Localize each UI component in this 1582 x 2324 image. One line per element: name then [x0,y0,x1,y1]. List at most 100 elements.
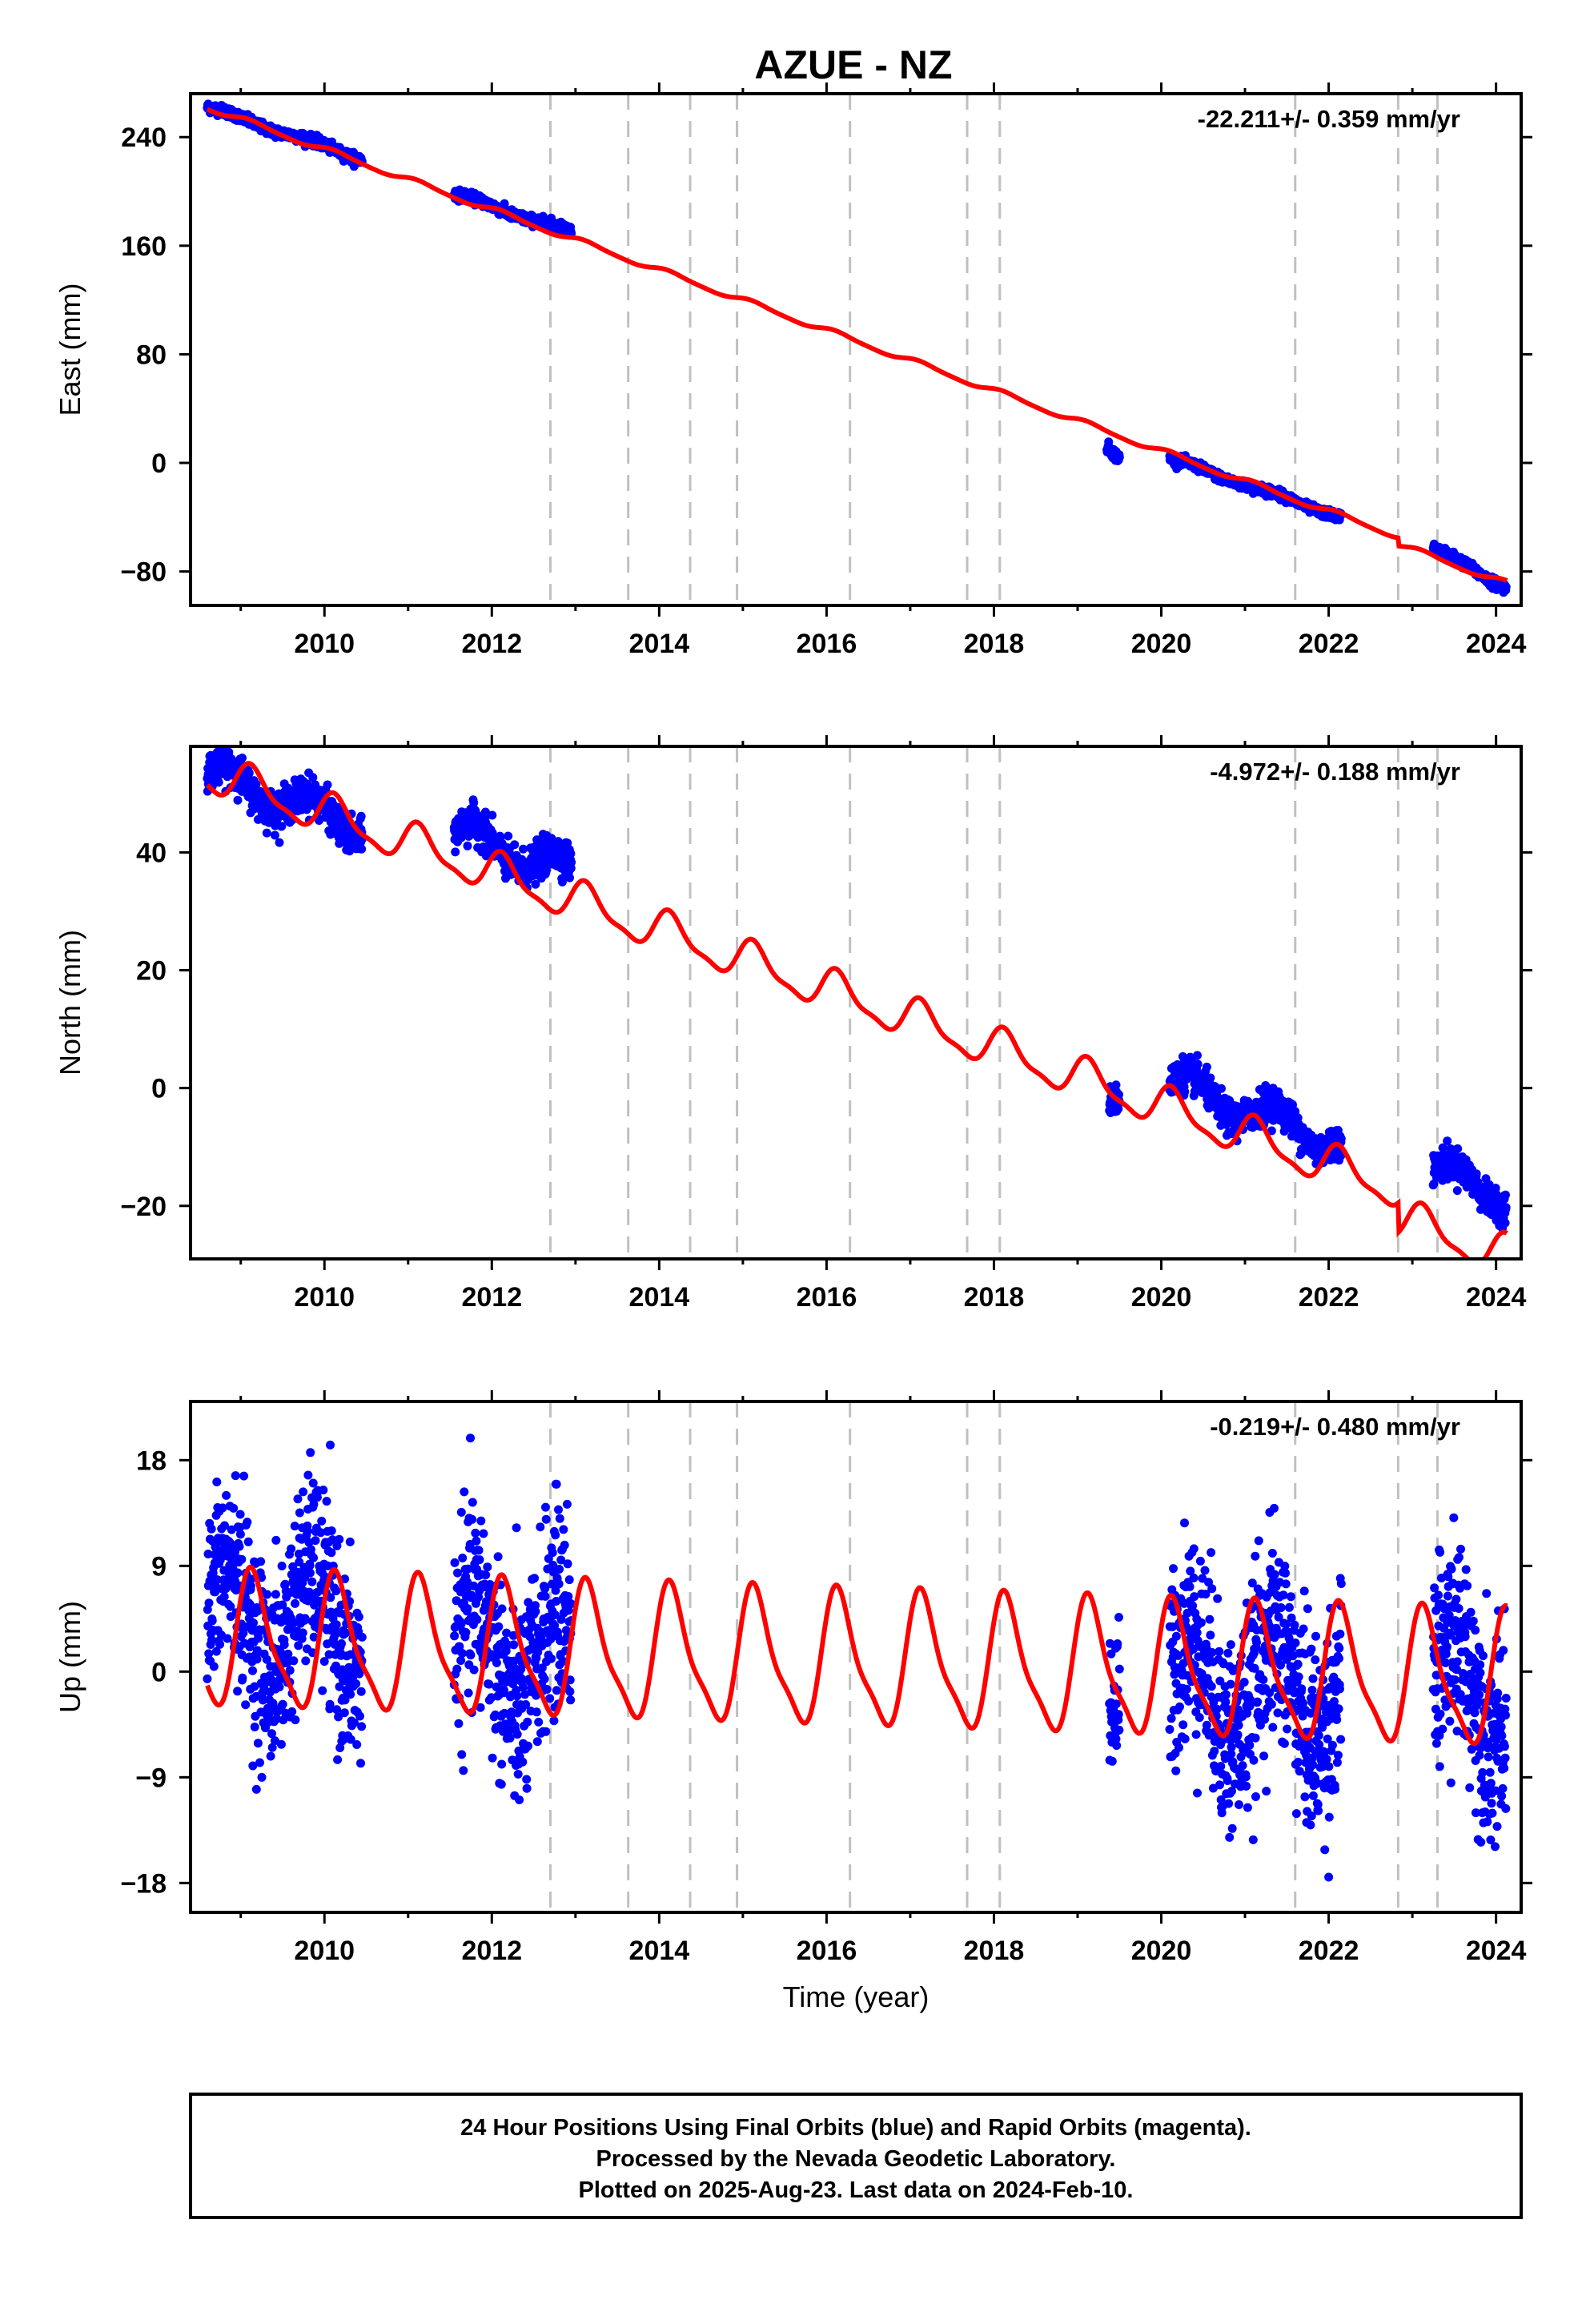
data-point [298,1628,307,1638]
x-tick-label: 2012 [461,629,522,659]
data-point [238,1673,247,1683]
data-point [456,1619,466,1629]
data-point [466,1433,475,1443]
data-point [454,1719,464,1728]
data-point [524,1741,532,1751]
data-point [219,1592,229,1602]
data-point [463,1604,472,1614]
data-point [238,754,247,762]
data-point [223,1634,232,1643]
data-point [214,778,223,787]
data-point [466,1651,476,1660]
data-point [262,828,271,838]
data-point [327,1548,336,1558]
data-point [532,1707,541,1717]
data-point [213,1575,222,1585]
data-point [346,1735,355,1744]
data-point [1217,1084,1226,1093]
data-point [251,1784,261,1794]
data-point [521,1700,531,1709]
data-point [472,1614,482,1624]
data-point [1501,582,1511,592]
data-point [244,768,254,778]
data-point [350,1718,359,1727]
data-point [463,841,472,850]
data-point [226,1602,235,1611]
data-point [357,1632,367,1642]
data-point [453,1568,462,1578]
data-point [218,1503,227,1513]
data-point [450,1631,460,1641]
data-point [220,1521,229,1530]
data-point [502,1628,512,1638]
data-point [1178,1720,1188,1730]
data-point [497,1759,507,1769]
data-point [518,1757,528,1767]
data-point [566,849,576,858]
data-point [565,1687,575,1696]
data-point [563,1559,572,1569]
data-point [356,1687,366,1696]
data-point [295,1508,304,1518]
data-point [275,838,284,847]
data-point [318,1686,327,1695]
data-point [504,831,513,841]
panel-east: 2010 2012 2014 2016 2018 2020 2022 2024−8008016… [54,82,1532,659]
data-point [357,844,367,854]
data-point [246,1581,255,1590]
data-point [452,1664,462,1674]
data-point [235,1510,245,1519]
data-point [248,1761,258,1771]
data-point [457,1649,467,1658]
data-point [472,1536,481,1546]
data-point [275,1683,284,1692]
data-point [468,1498,477,1507]
data-point [300,1614,310,1623]
data-point [355,1711,364,1721]
data-point [545,1694,555,1703]
data-point [536,1633,546,1642]
figure-title: AZUE - NZ [754,42,952,87]
data-point [322,1497,331,1506]
data-point [305,1568,315,1578]
data-point [550,1610,560,1619]
x-tick-label: 2018 [964,1282,1025,1313]
data-point [565,1675,575,1685]
data-point [515,1795,524,1804]
data-point [324,1650,334,1659]
data-point [279,1640,289,1650]
x-tick-label: 2010 [294,1282,355,1313]
data-point [531,1606,540,1616]
data-point [308,1478,318,1488]
data-point [326,1440,335,1449]
data-point [547,834,556,843]
data-point [303,1526,312,1536]
data-point [280,1579,290,1589]
data-point [229,1503,239,1513]
data-point [233,1568,243,1578]
data-point [247,1574,256,1584]
data-point [1114,452,1124,462]
data-point [233,1687,243,1696]
final-orbit-points [203,746,1511,1233]
data-point [316,1528,326,1538]
data-point [537,1663,547,1673]
data-point [517,1676,527,1686]
data-point [340,1676,350,1686]
data-point [554,1579,564,1589]
data-point [493,1552,503,1562]
data-point [455,1642,464,1651]
data-point [1114,1710,1123,1719]
data-point [1193,1051,1202,1060]
x-tick-label: 2016 [797,629,857,659]
data-point [235,1530,245,1539]
data-point [1114,1104,1123,1114]
data-point [1169,1564,1178,1574]
data-point [1175,1702,1184,1711]
data-point [533,1647,543,1657]
data-point [540,1591,550,1601]
data-point [488,810,497,820]
data-point [207,1524,216,1534]
data-point [469,798,479,807]
data-point [266,1751,275,1761]
